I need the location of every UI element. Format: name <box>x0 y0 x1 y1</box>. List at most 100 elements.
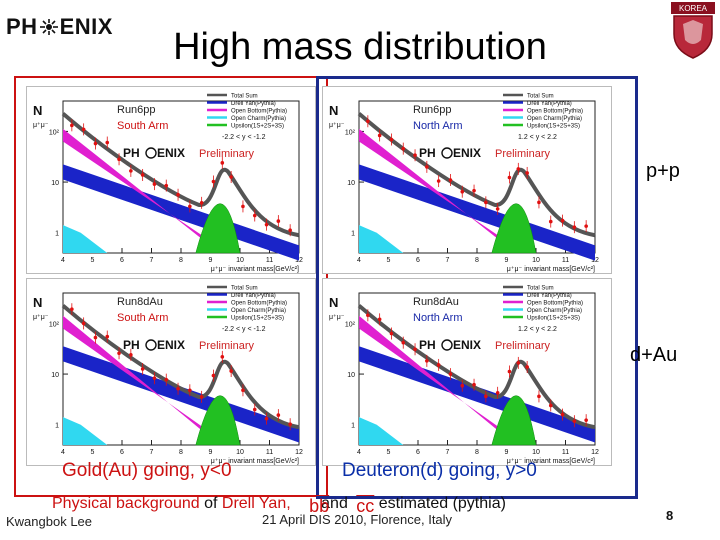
upsilon-peak <box>491 395 537 446</box>
drell-yan-band <box>63 346 299 443</box>
x-tick-label: 7 <box>150 257 154 264</box>
pp-label: p+p <box>646 160 680 182</box>
total-sum-curve <box>357 112 596 238</box>
x-tick-label: 11 <box>266 257 273 264</box>
y-axis-label: N <box>33 103 42 118</box>
legend-label: Upsilon(1S+2S+3S) <box>231 316 284 322</box>
logo-right-text: ENIX <box>59 14 113 39</box>
prelim-logo-left: PH <box>123 146 140 160</box>
data-point <box>241 388 245 393</box>
data-point <box>366 119 370 124</box>
x-tick-label: 5 <box>91 257 95 264</box>
plot-frame <box>62 100 300 254</box>
data-point <box>229 175 233 179</box>
data-point <box>425 359 429 363</box>
arm-label: North Arm <box>413 120 463 132</box>
open-charm-band <box>63 417 108 445</box>
data-point <box>220 161 225 165</box>
data-point <box>377 133 382 138</box>
x-tick-label: 8 <box>475 257 479 264</box>
phoenix-bird-icon <box>145 147 157 159</box>
data-point <box>229 369 233 373</box>
data-point <box>525 365 529 369</box>
rapidity-label: 1.2 < y < 2.2 <box>518 326 557 333</box>
legend-label: Upsilon(1S+2S+3S) <box>231 124 284 130</box>
data-point <box>129 169 133 173</box>
x-tick-label: 12 <box>591 257 599 264</box>
data-point <box>460 383 465 388</box>
drell-yan-band <box>63 164 299 261</box>
legend-label: Open Bottom(Pythia) <box>527 301 583 307</box>
data-point <box>389 331 394 336</box>
legend-label: Open Charm(Pythia) <box>231 116 286 122</box>
data-point <box>548 403 553 408</box>
data-point <box>188 204 192 209</box>
phoenix-bird-icon <box>145 339 157 351</box>
y-tick-label: 10² <box>345 129 356 136</box>
physics-drell-yan: Drell Yan, <box>217 495 291 512</box>
arm-label: South Arm <box>117 312 168 324</box>
x-tick-label: 9 <box>209 257 213 264</box>
north-arm-frame <box>316 76 638 499</box>
prelim-logo-left: PH <box>123 338 140 352</box>
legend-label: Open Bottom(Pythia) <box>231 301 287 307</box>
data-point <box>152 376 157 380</box>
total-sum-curve <box>357 304 596 430</box>
phenix-logo: PH ENIX <box>6 14 113 40</box>
legend-label: Open Bottom(Pythia) <box>231 109 287 115</box>
total-sum-curve <box>61 304 300 430</box>
data-point <box>495 207 500 211</box>
legend-label: Open Bottom(Pythia) <box>527 109 583 115</box>
y-axis-label: N <box>329 295 338 310</box>
data-point <box>572 225 577 229</box>
x-tick-label: 4 <box>357 449 361 456</box>
korea-university-crest-icon: KOREA <box>668 0 718 60</box>
x-tick-label: 12 <box>295 449 303 456</box>
data-point <box>211 179 216 184</box>
data-point <box>152 182 157 186</box>
data-point <box>211 373 216 378</box>
legend-label: Total Sum <box>527 94 554 100</box>
prelim-logo-right: ENIX <box>453 338 481 352</box>
data-point <box>537 394 541 399</box>
y-tick-label: 1 <box>55 231 59 238</box>
rapidity-label: -2.2 < y < -1.2 <box>222 134 266 141</box>
y-axis-sub: μ⁺μ⁻ <box>329 314 345 321</box>
prelim-logo-left: PH <box>419 146 436 160</box>
open-charm-band <box>63 225 108 253</box>
y-tick-label: 10 <box>51 180 59 187</box>
y-tick-label: 10² <box>49 129 60 136</box>
x-tick-label: 4 <box>357 257 361 264</box>
data-point <box>584 224 588 228</box>
data-point <box>276 413 281 417</box>
data-point <box>117 157 121 162</box>
x-tick-label: 9 <box>505 449 509 456</box>
x-axis-label: μ⁺μ⁻ invariant mass[GeV/c²] <box>211 458 299 465</box>
physics-and: and <box>321 495 348 512</box>
data-point <box>537 200 541 205</box>
data-point <box>436 179 441 183</box>
data-point <box>93 335 98 340</box>
data-point <box>495 391 500 395</box>
crest-text: KOREA <box>679 4 708 13</box>
x-tick-label: 9 <box>209 449 213 456</box>
y-axis-sub: μ⁺μ⁻ <box>329 122 345 129</box>
prelim-logo-right: ENIX <box>453 146 481 160</box>
open-charm-band <box>359 417 404 445</box>
legend-label: Total Sum <box>231 94 258 100</box>
phoenix-bird-icon <box>38 16 60 35</box>
y-axis-sub: μ⁺μ⁻ <box>33 122 49 129</box>
author-name: Kwangbok Lee <box>6 514 93 529</box>
data-point <box>507 175 512 180</box>
legend-label: Open Charm(Pythia) <box>527 308 582 314</box>
phoenix-bird-icon <box>441 339 453 351</box>
data-point <box>413 347 417 352</box>
data-point <box>140 367 145 371</box>
data-point <box>401 146 406 151</box>
y-tick-label: 1 <box>351 423 355 430</box>
prelim-logo-left: PH <box>419 338 436 352</box>
arm-label: South Arm <box>117 120 168 132</box>
data-point <box>252 407 257 412</box>
data-point <box>560 218 565 223</box>
